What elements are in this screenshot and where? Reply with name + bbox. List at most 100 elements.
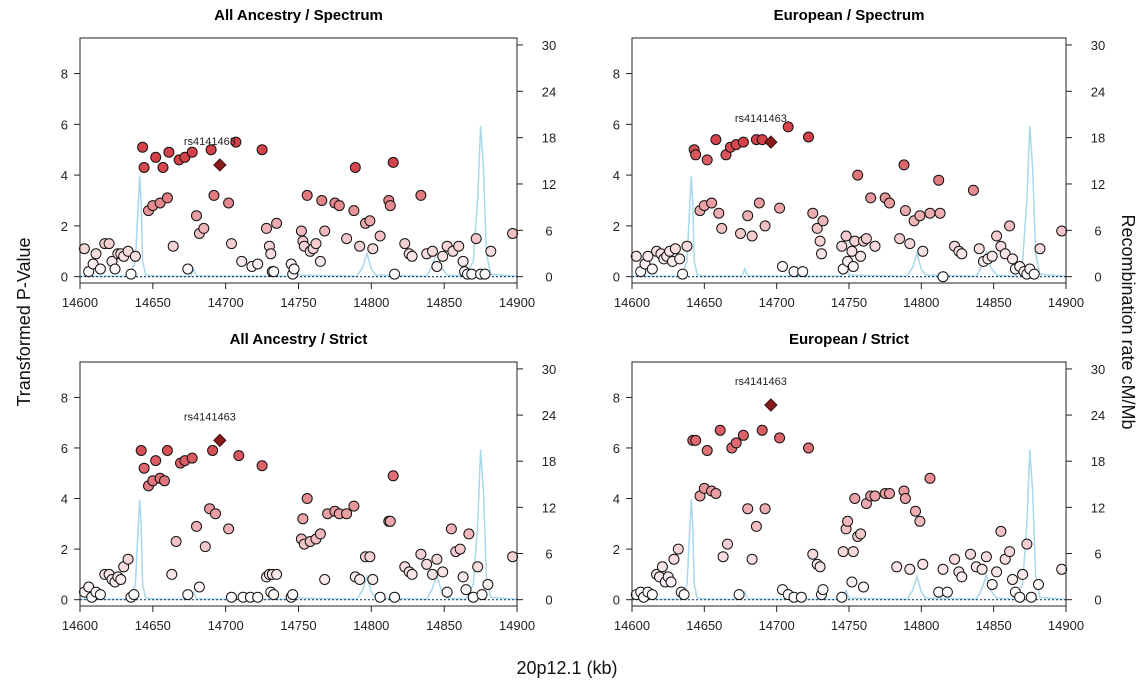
data-point (669, 243, 681, 255)
data-point (1056, 225, 1068, 237)
data-point (125, 268, 137, 280)
data-point (230, 136, 242, 148)
chart-panel: European / Spectrumrs4141463024680612182… (613, 7, 1105, 310)
data-point (454, 543, 466, 555)
data-point (995, 525, 1007, 537)
data-point (507, 228, 519, 239)
right-tick-label: 18 (1091, 131, 1105, 146)
y-tick-label: 4 (613, 168, 620, 183)
data-point (706, 197, 718, 209)
y-tick-label: 6 (613, 117, 620, 132)
data-point (367, 574, 379, 585)
data-point (837, 546, 849, 558)
data-point (1004, 546, 1016, 558)
x-tick-label: 14650 (135, 295, 171, 310)
data-point (991, 566, 1003, 578)
data-point (271, 217, 283, 229)
data-point (170, 536, 182, 547)
data-point (965, 548, 976, 560)
panels-group: All Ancestry / Spectrumrs414146302468061… (61, 7, 1105, 633)
data-point (445, 523, 457, 535)
right-tick-label: 6 (1094, 547, 1101, 562)
data-point (934, 207, 946, 219)
data-point (271, 568, 283, 580)
y-tick-label: 8 (61, 390, 68, 405)
data-point (223, 523, 235, 535)
data-point (672, 543, 684, 555)
panel-title: European / Spectrum (774, 7, 925, 24)
data-point (333, 200, 345, 212)
lead-snp-marker (764, 135, 778, 149)
data-point (750, 520, 762, 532)
data-point (349, 162, 361, 173)
lead-snp-marker (764, 398, 778, 412)
data-point (910, 505, 921, 517)
x-tick-label: 14900 (499, 618, 535, 633)
data-point (746, 553, 758, 565)
y-tick-label: 4 (613, 492, 620, 507)
data-point (941, 586, 953, 598)
data-point (265, 248, 277, 260)
right-tick-label: 12 (542, 177, 556, 192)
data-point (387, 470, 399, 482)
right-tick-label: 6 (545, 223, 552, 238)
x-tick-label: 14900 (1048, 618, 1084, 633)
data-point (354, 574, 366, 585)
data-point (865, 192, 877, 204)
data-point (933, 174, 945, 186)
data-point (665, 576, 677, 588)
data-point (1056, 563, 1068, 575)
y-tick-label: 6 (61, 117, 68, 132)
right-tick-label: 30 (542, 38, 556, 53)
data-point (759, 503, 771, 515)
data-point (157, 162, 169, 173)
data-point (774, 202, 786, 214)
y-tick-label: 2 (613, 219, 620, 234)
y-tick-label: 8 (613, 390, 620, 405)
data-point (1033, 579, 1044, 590)
data-point (453, 240, 465, 252)
data-point (746, 230, 758, 242)
x-tick-label: 14750 (831, 295, 867, 310)
data-point (437, 566, 449, 578)
lead-snp-label: rs4141463 (184, 136, 236, 148)
right-tick-label: 0 (545, 270, 552, 285)
data-point (415, 548, 427, 560)
data-point (656, 561, 668, 573)
right-tick-label: 6 (545, 547, 552, 562)
data-point (150, 151, 162, 163)
data-point (1025, 591, 1037, 603)
data-point (399, 238, 411, 250)
data-point (797, 266, 809, 278)
data-point (186, 146, 198, 158)
data-point (714, 424, 726, 436)
data-point (476, 589, 488, 601)
x-tick-label: 14800 (903, 295, 939, 310)
data-point (710, 488, 722, 499)
data-point (301, 189, 313, 201)
data-point (904, 563, 916, 575)
data-point (78, 243, 90, 255)
data-point (937, 271, 949, 283)
data-point (374, 230, 386, 242)
right-tick-label: 30 (1091, 362, 1105, 377)
y-tick-label: 2 (61, 542, 68, 557)
data-point (507, 551, 519, 563)
data-point (803, 442, 814, 454)
data-point (855, 528, 867, 540)
data-point (899, 493, 911, 504)
data-point (917, 558, 929, 570)
data-point (236, 255, 248, 267)
data-point (847, 261, 859, 272)
data-point (406, 250, 418, 262)
data-point (252, 591, 264, 603)
data-point (310, 238, 322, 250)
data-point (161, 445, 173, 456)
data-point (742, 210, 754, 222)
data-point (713, 207, 725, 219)
data-point (226, 238, 237, 250)
lead-snp-marker (213, 433, 227, 448)
y-tick-label: 4 (61, 168, 68, 183)
data-point (94, 263, 106, 275)
data-point (949, 553, 961, 565)
